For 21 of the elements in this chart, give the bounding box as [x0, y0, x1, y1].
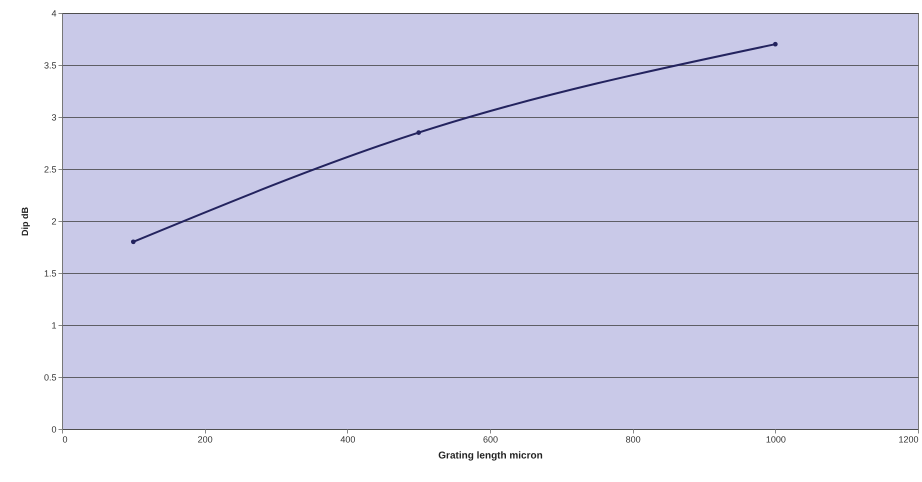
x-tick-label: 600 — [482, 434, 498, 444]
y-tick-label: 4 — [51, 8, 56, 18]
y-tick-label: 3 — [51, 112, 56, 122]
x-tick-label: 800 — [626, 434, 641, 444]
x-tick-label: 200 — [198, 434, 213, 444]
x-tick-label: 0 — [62, 434, 68, 444]
y-tick-label: 1 — [51, 320, 56, 330]
y-tick-label: 2 — [51, 216, 56, 226]
x-tick-label: 1200 — [898, 434, 918, 444]
y-tick-label: 2.5 — [44, 164, 56, 174]
y-tick-label: 3.5 — [44, 60, 56, 70]
y-tick-label: 1.5 — [44, 268, 56, 278]
point — [772, 42, 778, 47]
x-axis-title: Grating length micron — [438, 450, 543, 462]
point — [130, 239, 136, 244]
point — [416, 130, 422, 135]
y-axis-title: Dip dB — [20, 206, 30, 236]
x-tick-label: 1000 — [766, 434, 786, 444]
y-tick-label: 0 — [51, 424, 56, 434]
y-tick-label: 0.5 — [44, 372, 56, 382]
x-tick-label: 400 — [340, 434, 356, 444]
